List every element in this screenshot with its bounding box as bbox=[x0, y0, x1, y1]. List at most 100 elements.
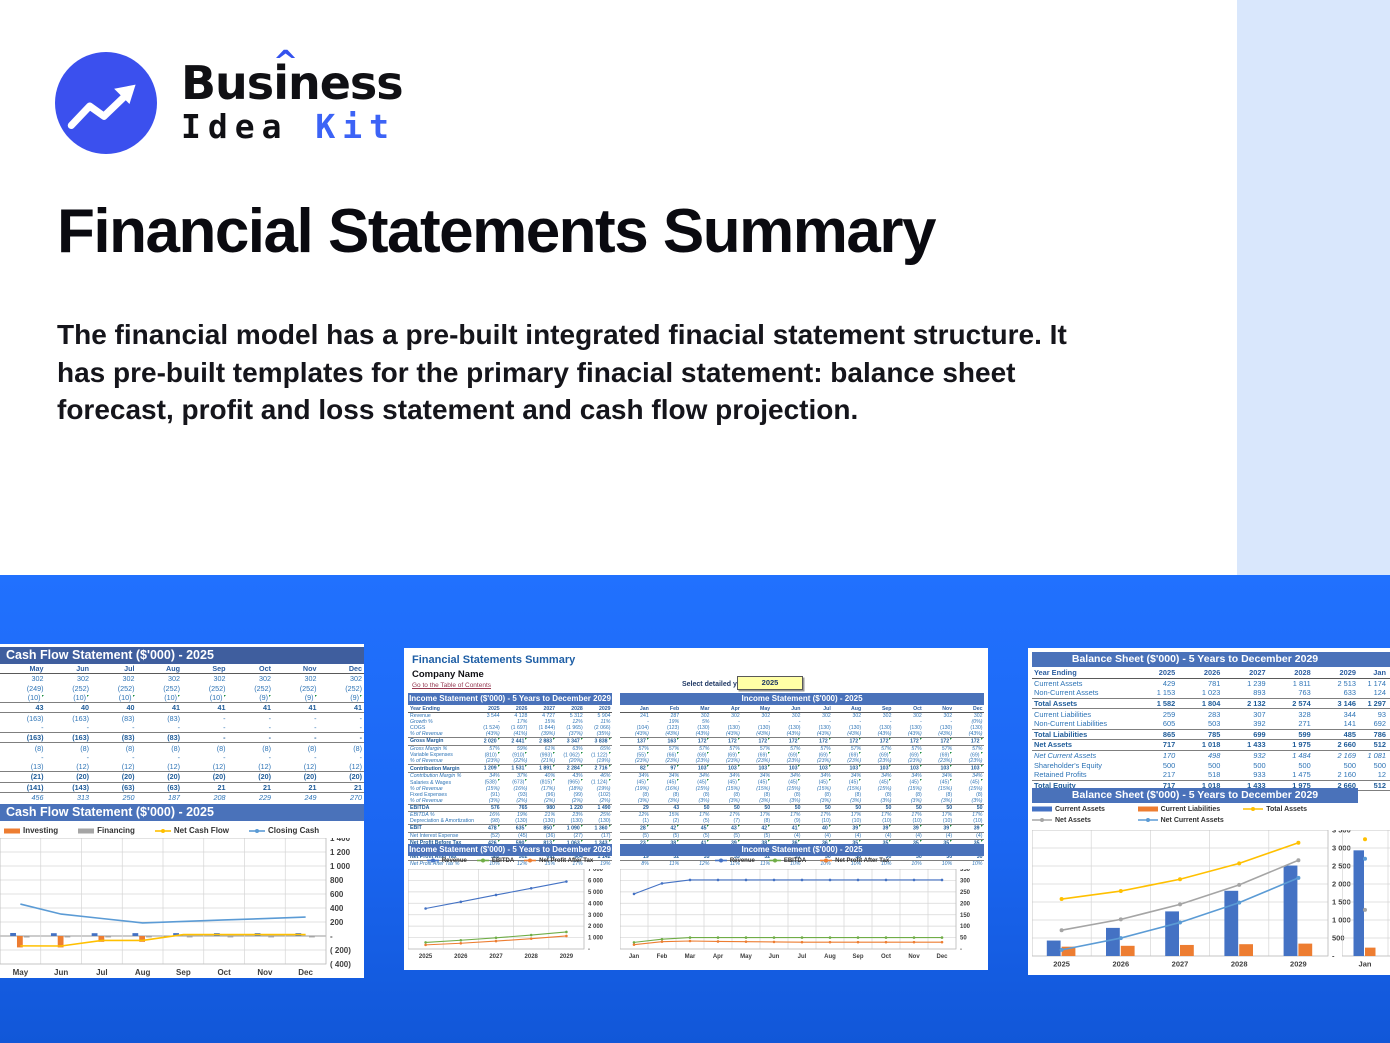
row-label: EBITDA bbox=[408, 803, 474, 812]
table-cell: 599 bbox=[1267, 728, 1313, 741]
table-row: (10) (10) (10) (10) (10) (9) (9) (9) bbox=[0, 693, 364, 703]
row-label: Net Profit After Tax % bbox=[410, 861, 460, 868]
table-cell: 11% bbox=[669, 861, 680, 868]
table-row: 93 bbox=[1342, 709, 1390, 719]
legend-label: Total Assets bbox=[1266, 805, 1308, 813]
table-cell: (69) bbox=[681, 752, 711, 758]
svg-text:May: May bbox=[13, 968, 29, 977]
table-row: (3%) (3%) (3%) (3%) (3%) (3%) (3%) (3%) (3%) (3%)… bbox=[620, 798, 984, 805]
table-row: (13) (12) (12) (12) (12) (12) (12) (12) bbox=[0, 762, 364, 772]
table-cell: (23%) bbox=[786, 758, 801, 765]
table-cell: 313 bbox=[77, 793, 89, 802]
table-row: (8) (8) (8) (8) (8) (8) (8) (8) (8) (8) (8) (8) bbox=[620, 792, 984, 798]
table-cell: 137 bbox=[620, 737, 651, 746]
table-cell: (10) bbox=[182, 693, 228, 703]
table-cell: (45) bbox=[832, 779, 862, 786]
table-row: 29 43 50 50 50 50 50 50 50 50 50 50 bbox=[620, 803, 984, 812]
svg-text:-: - bbox=[1332, 952, 1335, 961]
table-cell: 34% bbox=[790, 773, 801, 780]
table-row: 1 081 bbox=[1342, 750, 1390, 760]
table-cell: (8) bbox=[763, 817, 771, 824]
legend-label: Financing bbox=[97, 826, 135, 836]
table-cell: (83) bbox=[91, 732, 137, 744]
table-cell: (4) bbox=[915, 832, 922, 839]
page-description: The financial model has a pre-built inte… bbox=[57, 319, 1067, 426]
table-cell: 287 bbox=[670, 713, 680, 719]
table-cell: (10) bbox=[821, 817, 831, 824]
svg-text:2029: 2029 bbox=[1290, 960, 1307, 969]
table-cell: (22%) bbox=[513, 758, 528, 765]
legend-label: Investing bbox=[23, 826, 59, 836]
table-cell: (15%) bbox=[786, 785, 801, 792]
table-cell: 478 bbox=[473, 823, 502, 833]
table-cell: 2 160 bbox=[1337, 770, 1357, 780]
table-cell: (43%) bbox=[968, 731, 983, 737]
brand-logo: Business ^ Idea Kit bbox=[55, 45, 404, 154]
table-cell: 17% bbox=[820, 811, 831, 818]
balance-sheet-monthly-table-host: Jan 1 174 124 1 297 93 692 786 512 1 081 500 12 512 bbox=[1342, 668, 1390, 792]
table-cell: 19% bbox=[516, 811, 528, 818]
table-cell: (10) bbox=[942, 817, 953, 824]
table-cell: 500 bbox=[1208, 760, 1221, 770]
table-row: 512 bbox=[1342, 739, 1390, 751]
table-cell: (19%) bbox=[634, 785, 649, 792]
balance-sheet-panel: Balance Sheet ($'000) - 5 Years to Decem… bbox=[1028, 648, 1390, 975]
table-cell: (17%) bbox=[541, 785, 556, 792]
legend-item: EBITDA bbox=[476, 857, 514, 864]
table-cell: (2%) bbox=[516, 797, 528, 804]
table-cell: - bbox=[950, 719, 953, 725]
table-cell: (17) bbox=[601, 832, 611, 839]
table-row: 692 bbox=[1342, 719, 1390, 729]
table-cell: 21 bbox=[318, 781, 364, 793]
svg-text:5 000: 5 000 bbox=[588, 890, 604, 896]
table-row: % of Revenue (23%) (22%) (21%) (20%) (19%) bbox=[408, 758, 612, 765]
balance-sheet-chart: 3 500 3 000 2 500 2 000 1 500 1 000 500 - 2025 20… bbox=[1031, 826, 1351, 969]
table-cell: 50 bbox=[862, 803, 893, 812]
table-cell: (2%) bbox=[599, 797, 611, 804]
table-cell: 2027 bbox=[1222, 668, 1268, 679]
table-row: % of Revenue (43%) (41%) (39%) (37%) (35%) bbox=[408, 731, 612, 738]
svg-text:100: 100 bbox=[960, 924, 971, 930]
table-cell: 302 bbox=[822, 713, 831, 719]
table-cell: (5) bbox=[763, 832, 771, 839]
financial-table: Year Ending 2025 2026 2027 2028 2029 Current A… bbox=[1032, 668, 1358, 792]
table-cell: (93) bbox=[518, 791, 528, 798]
legend-item: Net Current Assets bbox=[1137, 816, 1244, 824]
table-cell: (810) bbox=[474, 752, 502, 758]
table-cell: (130) bbox=[570, 817, 583, 824]
table-cell: 692 bbox=[1373, 719, 1386, 729]
table-cell: 302 bbox=[168, 674, 180, 684]
table-row: Total Assets 1 582 1 804 2 132 2 574 3 146 bbox=[1032, 697, 1358, 710]
legend-label: Net Assets bbox=[1055, 816, 1091, 824]
table-cell: 1 081 bbox=[1367, 751, 1387, 761]
row-label: Net Current Assets bbox=[1034, 751, 1097, 761]
table-cell: (8) bbox=[763, 791, 771, 798]
select-year-input[interactable]: 2025 bbox=[737, 676, 803, 690]
table-cell: 1 174 bbox=[1367, 678, 1387, 688]
cash-flow-chart: 1 400 1 200 1 000 800 600 400 200 - ( 200) ( 400)… bbox=[0, 834, 351, 977]
legend-item: EBITDA bbox=[768, 857, 806, 864]
balance-sheet-monthly-chart-host: Jan bbox=[1341, 829, 1390, 975]
table-cell: 172 bbox=[741, 737, 772, 746]
table-cell: (815) bbox=[529, 779, 557, 786]
table-cell: 12% bbox=[638, 811, 649, 818]
table-cell: - bbox=[738, 719, 740, 725]
table-cell: (15%) bbox=[695, 785, 710, 792]
table-cell: (43%) bbox=[756, 731, 771, 737]
table-cell: 34% bbox=[699, 773, 710, 780]
table-cell: (16%) bbox=[513, 785, 528, 792]
table-cell: (8) bbox=[915, 791, 922, 798]
table-of-contents-link[interactable]: Go to the Table of Contents bbox=[412, 682, 492, 689]
monthly-income-table-title: Income Statement ($'000) - 2025 bbox=[620, 693, 984, 705]
table-cell: (69) bbox=[893, 752, 923, 758]
table-cell: 10% bbox=[972, 861, 983, 868]
table-cell: (1 122) bbox=[584, 752, 612, 758]
table-row: EBITDA 576 765 980 1 220 1 490 bbox=[408, 803, 612, 812]
table-cell: (23%) bbox=[485, 758, 500, 765]
table-cell: (8) bbox=[353, 743, 362, 753]
table-row: Net Assets 717 1 018 1 433 1 975 2 660 bbox=[1032, 739, 1358, 751]
table-cell: 2026 bbox=[1177, 668, 1223, 679]
legend-item: Total Assets bbox=[1243, 805, 1349, 813]
table-cell: 57% bbox=[729, 745, 740, 752]
table-cell: 498 bbox=[1208, 751, 1221, 761]
